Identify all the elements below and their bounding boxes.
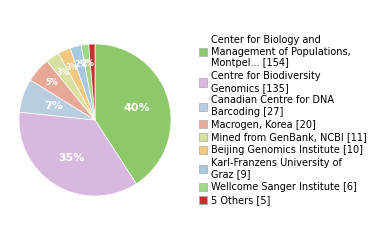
Wedge shape xyxy=(81,44,95,120)
Text: 2%: 2% xyxy=(81,59,94,68)
Wedge shape xyxy=(95,44,171,184)
Text: 35%: 35% xyxy=(59,153,85,162)
Wedge shape xyxy=(70,45,95,120)
Text: 40%: 40% xyxy=(124,102,150,113)
Wedge shape xyxy=(19,112,136,196)
Wedge shape xyxy=(30,61,95,120)
Wedge shape xyxy=(47,53,95,120)
Wedge shape xyxy=(19,80,95,120)
Text: 5%: 5% xyxy=(46,78,59,87)
Text: 3%: 3% xyxy=(57,68,70,77)
Text: 7%: 7% xyxy=(44,101,63,111)
Wedge shape xyxy=(89,44,95,120)
Wedge shape xyxy=(59,48,95,120)
Legend: Center for Biology and
Management of Populations,
Montpel... [154], Centre for B: Center for Biology and Management of Pop… xyxy=(199,35,367,205)
Text: 3%: 3% xyxy=(65,63,78,72)
Text: 2%: 2% xyxy=(74,60,87,69)
